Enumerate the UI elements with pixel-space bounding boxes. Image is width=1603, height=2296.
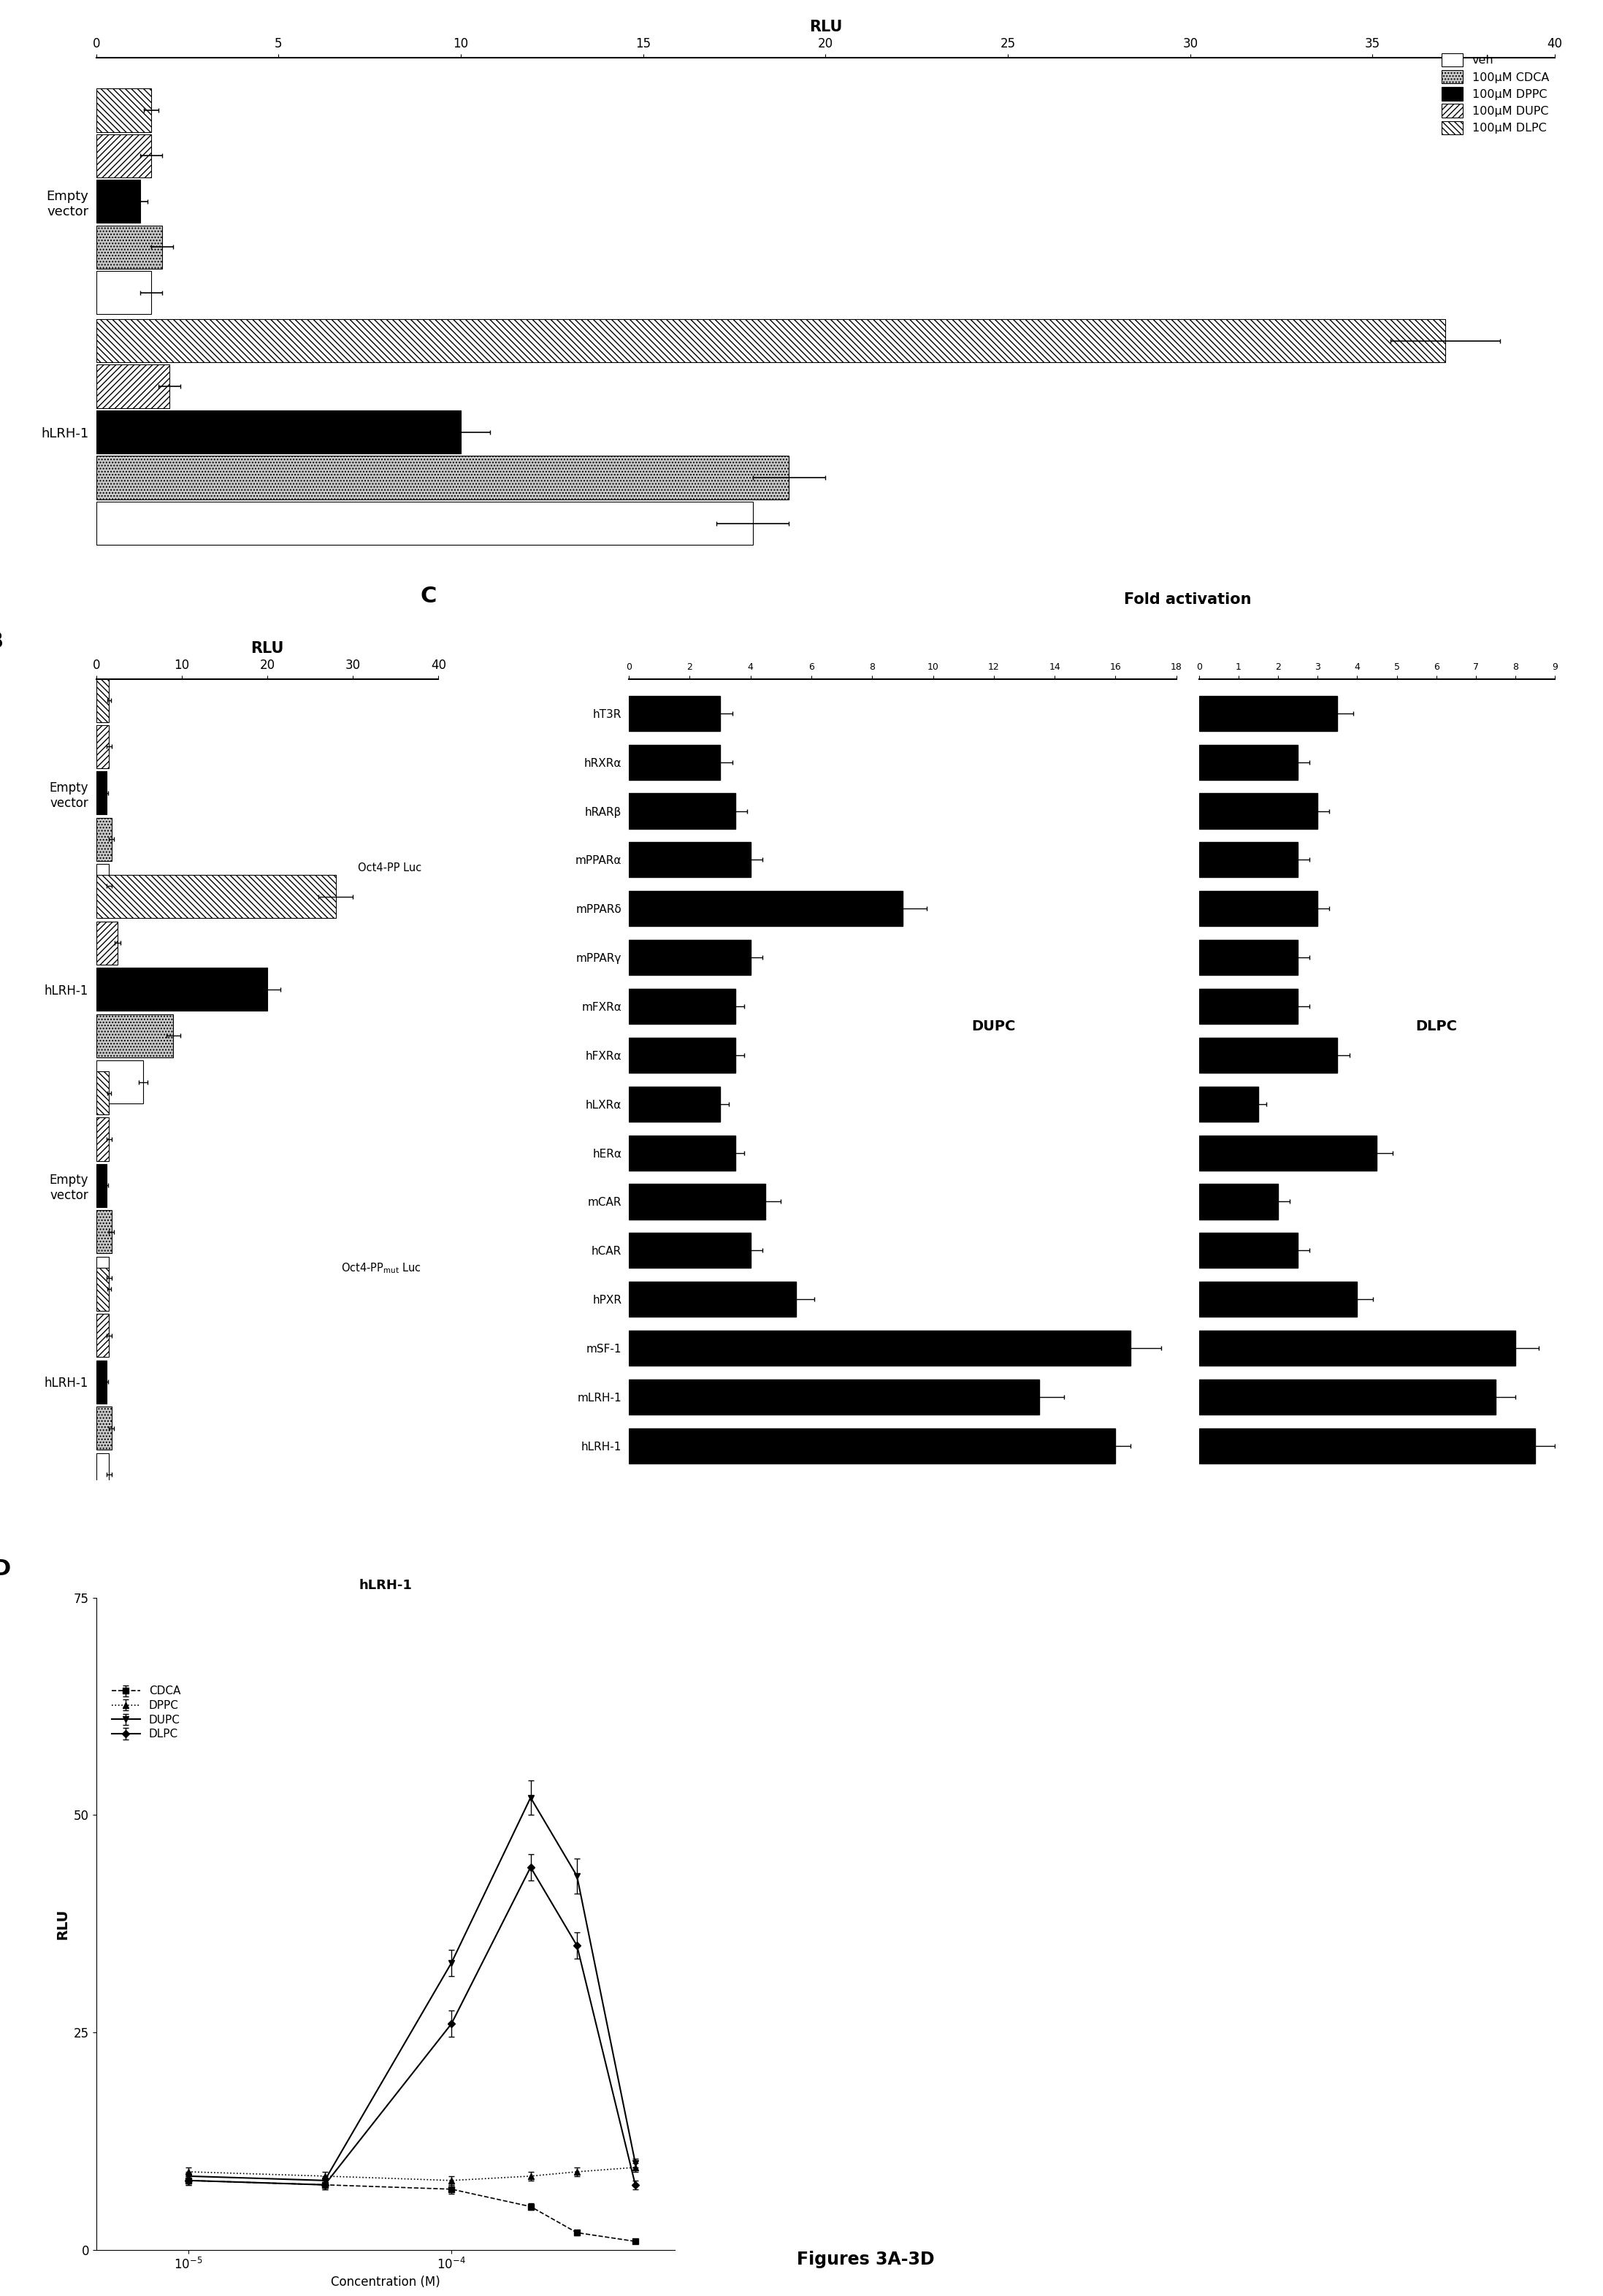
Bar <box>96 921 117 964</box>
Bar <box>96 771 106 815</box>
Bar <box>628 939 750 976</box>
Bar <box>96 967 268 1010</box>
Text: B: B <box>0 631 3 652</box>
Bar <box>96 817 112 861</box>
X-axis label: RLU: RLU <box>810 18 842 34</box>
Title: hLRH-1: hLRH-1 <box>359 1580 412 1593</box>
Legend: CDCA, DPPC, DUPC, DLPC: CDCA, DPPC, DUPC, DLPC <box>107 1681 184 1745</box>
Bar <box>96 457 789 498</box>
Bar <box>628 891 902 925</box>
Bar <box>628 1185 766 1219</box>
Bar <box>96 1015 173 1056</box>
Bar <box>1199 1428 1536 1463</box>
Bar <box>96 1164 106 1208</box>
Text: Figures 3A-3D: Figures 3A-3D <box>797 2250 935 2268</box>
Bar <box>628 1380 1039 1414</box>
Text: DLPC: DLPC <box>1415 1019 1457 1033</box>
Text: Oct4-PP$_\mathrm{mut}$ Luc: Oct4-PP$_\mathrm{mut}$ Luc <box>341 1261 422 1274</box>
Bar <box>96 1118 109 1162</box>
Bar <box>1199 1281 1358 1318</box>
Bar <box>96 179 139 223</box>
Bar <box>96 726 109 769</box>
Text: Fold activation: Fold activation <box>1124 592 1250 606</box>
Bar <box>1199 696 1337 730</box>
Bar <box>96 863 109 907</box>
Bar <box>96 319 1446 363</box>
Bar <box>96 1061 143 1104</box>
Bar <box>96 411 462 455</box>
Bar <box>96 680 109 721</box>
Bar <box>628 1038 736 1072</box>
Bar <box>96 1072 109 1114</box>
Bar <box>96 1256 109 1300</box>
Bar <box>1199 1086 1258 1120</box>
Bar <box>628 990 736 1024</box>
Bar <box>628 744 720 781</box>
Bar <box>96 90 151 131</box>
Bar <box>96 1407 112 1449</box>
Bar <box>1199 891 1318 925</box>
Text: C: C <box>420 585 438 606</box>
Bar <box>1199 939 1298 976</box>
Y-axis label: RLU: RLU <box>56 1908 69 1940</box>
Bar <box>628 696 720 730</box>
Bar <box>96 1210 112 1254</box>
Bar <box>96 1313 109 1357</box>
Bar <box>1199 1185 1278 1219</box>
Bar <box>96 1359 106 1403</box>
Bar <box>1199 1038 1337 1072</box>
Bar <box>1199 1233 1298 1267</box>
Bar <box>1199 744 1298 781</box>
Bar <box>96 365 170 409</box>
Bar <box>1199 843 1298 877</box>
Bar <box>96 501 753 544</box>
Bar <box>1199 1134 1377 1171</box>
Bar <box>628 1233 750 1267</box>
Bar <box>96 225 162 269</box>
Bar <box>628 843 750 877</box>
Bar <box>1199 990 1298 1024</box>
Text: Oct4-PP Luc: Oct4-PP Luc <box>357 861 422 872</box>
Bar <box>1199 794 1318 829</box>
Bar <box>628 1086 720 1120</box>
Bar <box>628 1134 736 1171</box>
Bar <box>96 1267 109 1311</box>
Bar <box>628 1281 797 1318</box>
Legend: veh, 100μM CDCA, 100μM DPPC, 100μM DUPC, 100μM DLPC: veh, 100μM CDCA, 100μM DPPC, 100μM DUPC,… <box>1441 53 1548 135</box>
Bar <box>628 1332 1130 1366</box>
Bar <box>628 1428 1116 1463</box>
Bar <box>96 875 335 918</box>
X-axis label: RLU: RLU <box>250 641 284 657</box>
X-axis label: Concentration (M): Concentration (M) <box>330 2275 441 2289</box>
Text: D: D <box>0 1559 11 1580</box>
Bar <box>96 133 151 177</box>
Bar <box>96 1453 109 1497</box>
Bar <box>628 794 736 829</box>
Bar <box>96 271 151 315</box>
Text: DUPC: DUPC <box>971 1019 1016 1033</box>
Bar <box>1199 1332 1515 1366</box>
Bar <box>1199 1380 1496 1414</box>
